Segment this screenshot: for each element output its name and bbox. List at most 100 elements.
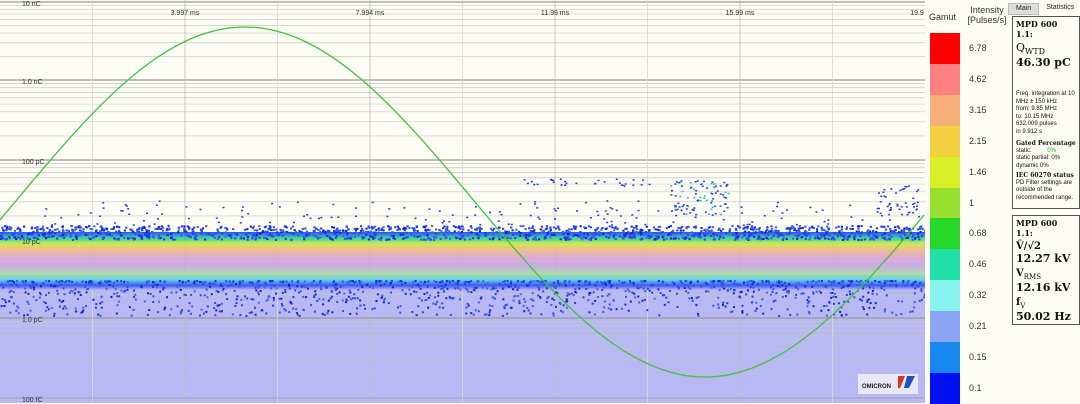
pulse-dot	[532, 238, 534, 240]
pulse-dot	[687, 237, 689, 239]
pulse-dot	[715, 192, 717, 194]
pulse-dot	[200, 229, 202, 231]
pulse-dot	[579, 235, 581, 237]
pulse-dot	[840, 283, 842, 285]
pulse-dot	[466, 288, 468, 290]
pulse-dot	[54, 229, 56, 231]
pulse-dot	[884, 310, 886, 312]
pulse-dot	[132, 231, 134, 233]
pulse-dot	[479, 229, 481, 231]
pulse-dot	[102, 236, 104, 238]
pulse-dot	[840, 234, 842, 236]
pulse-dot	[726, 184, 728, 186]
pulse-dot	[775, 226, 777, 228]
pulse-dot	[195, 235, 197, 237]
pulse-dot	[11, 280, 13, 282]
pulse-dot	[93, 225, 95, 227]
pulse-dot	[190, 294, 192, 296]
pulse-dot	[522, 281, 524, 283]
pulse-dot	[598, 234, 600, 236]
pulse-dot	[68, 230, 70, 232]
x-tick-label: 15.99 ms	[726, 10, 755, 17]
pulse-dot	[860, 235, 862, 237]
tab-main[interactable]: Main	[1008, 3, 1039, 15]
pulse-dot	[564, 185, 566, 187]
pulse-dot	[264, 287, 266, 289]
pulse-dot	[510, 282, 512, 284]
pulse-dot	[841, 280, 843, 282]
pulse-dot	[392, 286, 394, 288]
pulse-dot	[517, 295, 519, 297]
pulse-dot	[348, 281, 350, 283]
pulse-dot	[49, 229, 51, 231]
pulse-dot	[374, 237, 376, 239]
pulse-dot	[900, 313, 902, 315]
pulse-dot	[472, 237, 474, 239]
pulse-dot	[205, 233, 207, 235]
pulse-dot	[627, 236, 629, 238]
pulse-dot	[70, 236, 72, 238]
pulse-dot	[727, 207, 729, 209]
pulse-dot	[618, 280, 620, 282]
pulse-dot	[770, 286, 772, 288]
pulse-dot	[828, 280, 830, 282]
pulse-dot	[221, 232, 223, 234]
pulse-dot	[376, 300, 378, 302]
tab-statistics[interactable]: Statistics	[1039, 3, 1080, 15]
pulse-dot	[95, 307, 97, 309]
pulse-dot	[410, 285, 412, 287]
pulse-dot	[459, 298, 461, 300]
pulse-dot	[188, 310, 190, 312]
pulse-dot	[686, 208, 688, 210]
pulse-dot	[0, 235, 2, 237]
pulse-dot	[302, 285, 304, 287]
pulse-dot	[45, 280, 47, 282]
pulse-dot	[641, 184, 643, 186]
pulse-dot	[712, 305, 714, 307]
pulse-dot	[751, 221, 753, 223]
pulse-dot	[799, 225, 801, 227]
pulse-dot	[159, 280, 161, 282]
pulse-dot	[770, 225, 772, 227]
pulse-dot	[519, 235, 521, 237]
pulse-dot	[868, 233, 870, 235]
pulse-dot	[693, 197, 695, 199]
pulse-dot	[573, 294, 575, 296]
pulse-dot	[875, 302, 877, 304]
pulse-dot	[677, 286, 679, 288]
pulse-dot	[518, 231, 520, 233]
pulse-dot	[317, 237, 319, 239]
pulse-dot	[216, 290, 218, 292]
pulse-dot	[609, 303, 611, 305]
pulse-dot	[306, 214, 308, 216]
pulse-dot	[538, 289, 540, 291]
pulse-dot	[752, 296, 754, 298]
pulse-dot	[392, 237, 394, 239]
pulse-dot	[798, 230, 800, 232]
pulse-dot	[36, 229, 38, 231]
legend-value: 1	[969, 198, 974, 208]
pulse-dot	[9, 290, 11, 292]
pulse-dot	[917, 285, 919, 287]
pulse-dot	[225, 293, 227, 295]
pulse-dot	[885, 196, 887, 198]
pulse-dot	[127, 237, 129, 239]
pulse-dot	[401, 284, 403, 286]
pulse-dot	[415, 291, 417, 293]
pulse-dot	[631, 232, 633, 234]
pulse-dot	[452, 280, 454, 282]
pulse-dot	[754, 226, 756, 228]
pulse-dot	[54, 285, 56, 287]
pulse-dot	[889, 228, 891, 230]
pulse-dot	[826, 315, 828, 317]
pulse-dot	[185, 285, 187, 287]
pulse-dot	[302, 296, 304, 298]
pulse-dot	[70, 290, 72, 292]
pulse-dot	[688, 297, 690, 299]
pulse-dot	[681, 282, 683, 284]
pulse-dot	[458, 231, 460, 233]
pulse-dot	[630, 301, 632, 303]
pulse-dot	[1, 227, 3, 229]
pulse-dot	[244, 229, 246, 231]
